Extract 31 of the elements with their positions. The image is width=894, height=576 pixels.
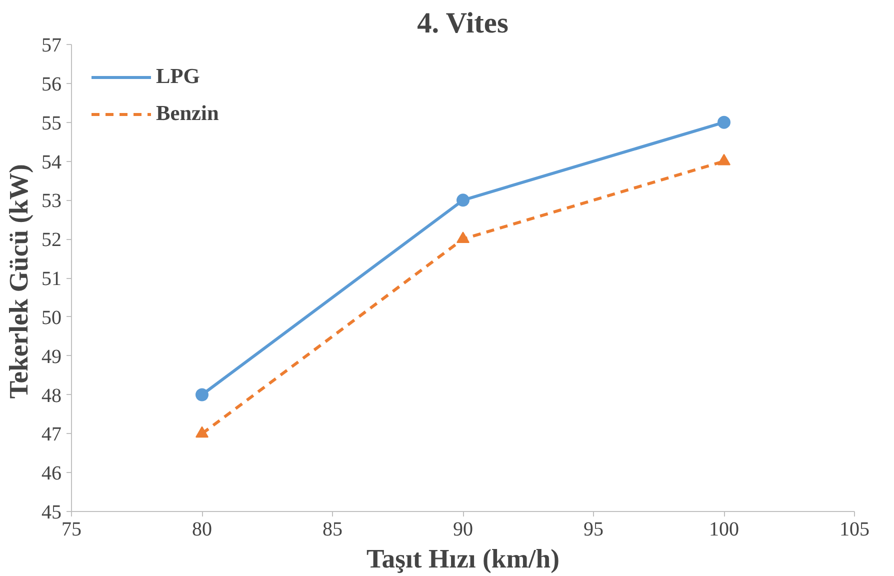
point xyxy=(196,426,208,438)
y-tick-label: 53 xyxy=(42,190,62,212)
y-tick-label: 52 xyxy=(42,229,62,252)
point xyxy=(718,154,730,166)
y-tick-label: 55 xyxy=(42,112,62,134)
y-tick-label: 57 xyxy=(42,34,62,56)
point xyxy=(196,388,208,402)
x-axis-title: Taşıt Hızı (km/h) xyxy=(366,544,560,574)
y-tick-label: 51 xyxy=(42,268,62,290)
legend-label: Benzin xyxy=(156,101,219,126)
x-tick-label: 80 xyxy=(192,518,212,540)
y-tick-label: 45 xyxy=(42,502,62,524)
y-tick-label: 46 xyxy=(42,462,62,485)
y-tick-label: 54 xyxy=(42,151,62,174)
legend-label: LPG xyxy=(156,64,200,89)
y-axis-title: Tekerlek Gücü (kW) xyxy=(4,164,34,399)
y-tick-label: 56 xyxy=(42,73,62,96)
point xyxy=(718,116,730,129)
y-tick-label: 49 xyxy=(42,346,62,368)
y-tick-label: 48 xyxy=(42,384,62,407)
x-tick-label: 95 xyxy=(584,518,604,540)
x-tick-label: 85 xyxy=(322,518,342,540)
chart-title: 4. Vites xyxy=(417,8,508,40)
point xyxy=(456,194,470,207)
x-tick-label: 90 xyxy=(453,518,473,540)
x-tick-label: 105 xyxy=(840,518,870,540)
y-tick-label: 50 xyxy=(42,306,62,329)
y-tick-label: 47 xyxy=(42,424,62,446)
point xyxy=(456,232,470,244)
x-tick-label: 100 xyxy=(709,518,739,540)
x-tick-label: 75 xyxy=(62,518,82,540)
